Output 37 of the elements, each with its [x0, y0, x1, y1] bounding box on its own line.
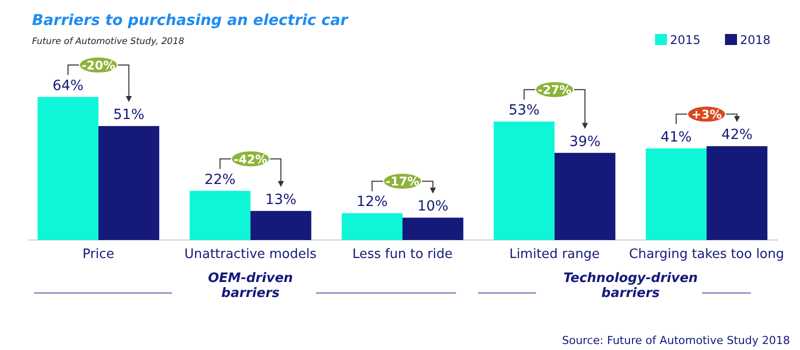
text: -20%	[82, 58, 116, 72]
bar	[646, 148, 707, 240]
data-label: 42%	[721, 127, 753, 144]
annotation: +3%	[691, 108, 722, 122]
bar	[98, 126, 160, 240]
chart-subtitle: Future of Automotive Study, 2018	[32, 37, 184, 47]
bar	[342, 213, 402, 240]
x-tick-label: Unattractive models	[184, 247, 317, 262]
source-note: Source: Future of Automotive Study 2018	[562, 334, 790, 347]
annotation: -17%	[386, 174, 420, 189]
annotation: -27%	[538, 83, 572, 98]
legend-label: 2018	[740, 33, 771, 47]
x-tick-label: Price	[82, 247, 114, 262]
x-tick-label: Limited range	[509, 247, 600, 262]
text: OEM-driven barriers	[208, 271, 293, 301]
bar	[190, 190, 250, 240]
bar	[402, 218, 464, 240]
data-label: 39%	[569, 134, 601, 150]
x-tick-label: Charging takes too long	[629, 247, 784, 262]
text: Technology-driven barriers	[563, 271, 698, 301]
bar	[38, 97, 98, 240]
bar	[706, 146, 768, 240]
bar	[554, 152, 616, 240]
data-label: 51%	[113, 107, 144, 124]
data-label: 22%	[204, 172, 236, 188]
data-label: 64%	[52, 78, 84, 94]
x-tick-label: Less fun to ride	[352, 247, 453, 262]
data-label: 53%	[508, 102, 540, 119]
data-label: 41%	[660, 129, 692, 146]
data-label: 13%	[265, 192, 296, 208]
bar	[494, 122, 555, 240]
annotation: -42%	[234, 152, 268, 166]
data-label: 12%	[356, 194, 388, 210]
chart-title: Barriers to purchasing an electric car	[32, 11, 350, 29]
bar	[250, 210, 312, 240]
legend-label: 2015	[670, 33, 701, 47]
data-label: 10%	[417, 198, 448, 215]
